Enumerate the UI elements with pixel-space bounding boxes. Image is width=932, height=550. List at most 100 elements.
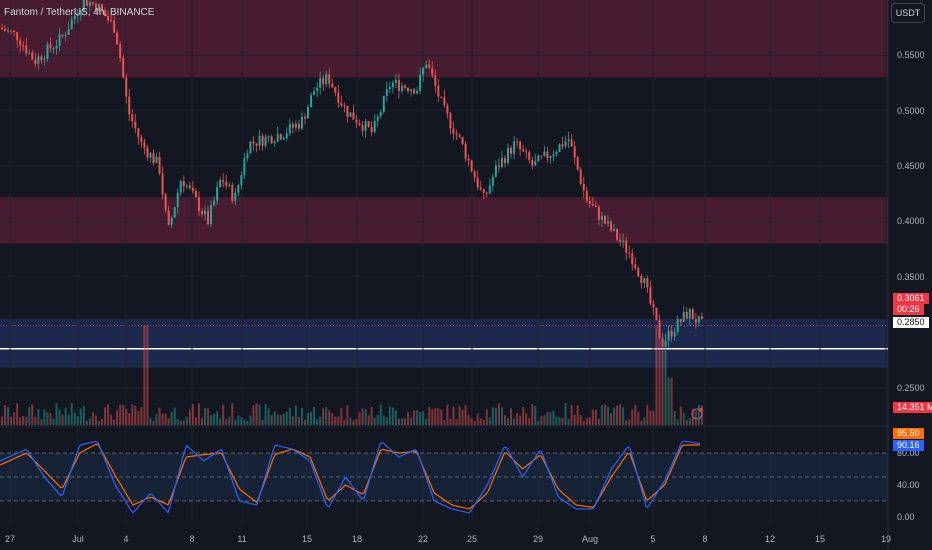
candle-57 <box>173 207 176 218</box>
candle-231 <box>700 316 703 320</box>
candle-12 <box>37 56 40 64</box>
candle-136 <box>413 89 416 94</box>
candle-29 <box>88 2 91 6</box>
volume-bar-63 <box>191 403 194 425</box>
volume-bar-215 <box>652 410 655 425</box>
volume-layer <box>1 325 703 425</box>
volume-bar-93 <box>282 413 285 425</box>
candle-145 <box>440 96 443 98</box>
volume-bar-22 <box>67 414 70 425</box>
candle-51 <box>155 156 158 164</box>
candle-18 <box>55 45 58 49</box>
volume-bar-189 <box>573 414 576 425</box>
volume-bar-87 <box>264 403 267 425</box>
volume-bar-64 <box>194 417 197 425</box>
volume-bar-79 <box>240 417 243 425</box>
time-tick-9: 29 <box>532 534 544 544</box>
volume-bar-19 <box>58 409 61 425</box>
candle-5 <box>16 31 19 41</box>
candle-148 <box>449 113 452 129</box>
candle-88 <box>267 136 270 138</box>
volume-bar-222 <box>673 411 676 425</box>
volume-bar-115 <box>349 417 352 425</box>
volume-bar-113 <box>343 419 346 425</box>
candle-0 <box>1 27 3 30</box>
volume-bar-58 <box>176 419 179 425</box>
volume-bar-227 <box>688 418 691 425</box>
volume-bar-170 <box>516 413 519 425</box>
volume-bar-104 <box>316 419 319 425</box>
volume-bar-137 <box>416 410 419 425</box>
candle-159 <box>482 189 485 193</box>
candle-129 <box>391 82 394 87</box>
candle-219 <box>664 340 667 347</box>
volume-bar-122 <box>370 407 373 425</box>
volume-bar-167 <box>507 418 510 425</box>
candle-160 <box>485 192 488 194</box>
candle-86 <box>261 135 264 146</box>
candle-161 <box>488 185 491 194</box>
volume-bar-201 <box>610 413 613 425</box>
currency-button[interactable]: USDT <box>891 3 925 23</box>
symbol-legend[interactable]: Fantom / TetherUS, 4h, BINANCE <box>4 7 155 18</box>
volume-bar-130 <box>394 410 397 425</box>
volume-bar-54 <box>164 413 167 425</box>
volume-bar-28 <box>85 420 88 425</box>
candle-17 <box>52 48 55 50</box>
candle-224 <box>679 318 682 322</box>
volume-bar-185 <box>561 417 564 425</box>
time-tick-13: 12 <box>764 534 776 544</box>
candle-46 <box>140 137 143 142</box>
volume-bar-184 <box>558 417 561 425</box>
volume-bar-48 <box>146 325 149 425</box>
volume-bar-42 <box>128 413 131 425</box>
volume-bar-182 <box>552 411 555 425</box>
candle-171 <box>519 141 522 150</box>
volume-bar-220 <box>667 377 670 425</box>
volume-bar-16 <box>49 413 52 425</box>
volume-bar-1 <box>4 405 7 425</box>
volume-bar-9 <box>28 407 31 425</box>
volume-bar-97 <box>294 405 297 425</box>
volume-bar-100 <box>304 419 306 425</box>
volume-bar-120 <box>364 409 367 425</box>
volume-bar-80 <box>243 419 246 425</box>
candle-39 <box>119 44 122 58</box>
candle-147 <box>446 105 449 114</box>
candle-67 <box>204 210 207 215</box>
volume-bar-216 <box>655 325 658 425</box>
volume-bar-169 <box>513 418 516 425</box>
volume-bar-156 <box>473 420 476 425</box>
volume-bar-68 <box>207 408 210 425</box>
candle-70 <box>213 200 216 206</box>
candle-214 <box>649 287 652 304</box>
volume-bar-75 <box>228 416 231 425</box>
volume-bar-20 <box>61 414 64 425</box>
candle-126 <box>382 95 385 112</box>
volume-bar-23 <box>70 403 73 425</box>
candle-32 <box>97 4 100 11</box>
candle-19 <box>58 34 61 46</box>
volume-bar-152 <box>461 409 464 425</box>
candle-223 <box>676 318 679 333</box>
volume-bar-198 <box>600 405 603 425</box>
volume-bar-168 <box>510 408 513 425</box>
candle-226 <box>685 312 688 319</box>
candle-85 <box>258 135 261 146</box>
alert-dot-icon <box>699 408 703 412</box>
volume-bar-70 <box>213 413 216 425</box>
volume-bar-186 <box>564 403 567 425</box>
candle-230 <box>697 316 700 323</box>
candle-218 <box>661 338 664 347</box>
candle-2 <box>7 30 10 32</box>
countdown-tag: 00:26 <box>893 304 924 315</box>
candle-215 <box>652 303 655 308</box>
volume-bar-160 <box>485 409 488 425</box>
candle-120 <box>364 121 367 131</box>
candle-221 <box>670 330 673 337</box>
volume-bar-60 <box>182 420 185 425</box>
volume-bar-118 <box>358 412 361 425</box>
candle-52 <box>158 156 161 174</box>
